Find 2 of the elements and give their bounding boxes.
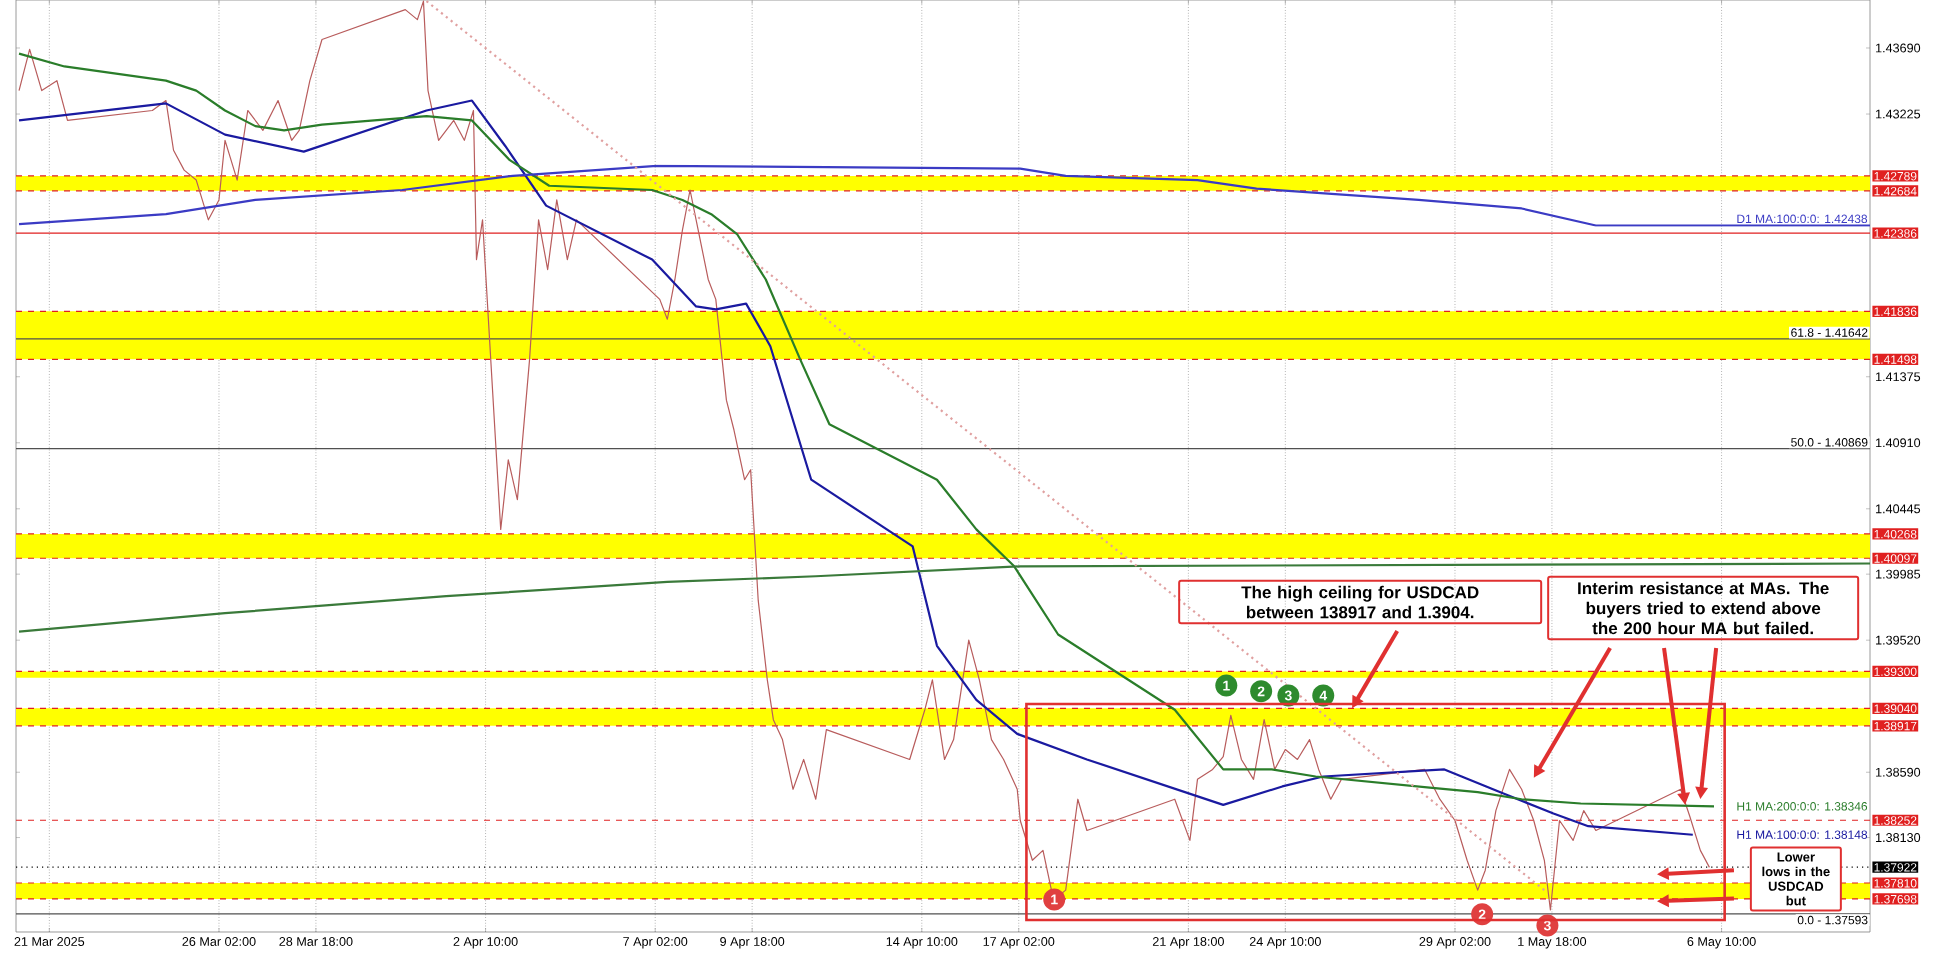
annotation: The high ceiling for USDCAD between 138917 and 1.3904.: [1241, 585, 1479, 619]
annotation: Interim resistance at MAs. The buyers tried to extend above the 200 hour MA but failed.: [1578, 581, 1829, 635]
